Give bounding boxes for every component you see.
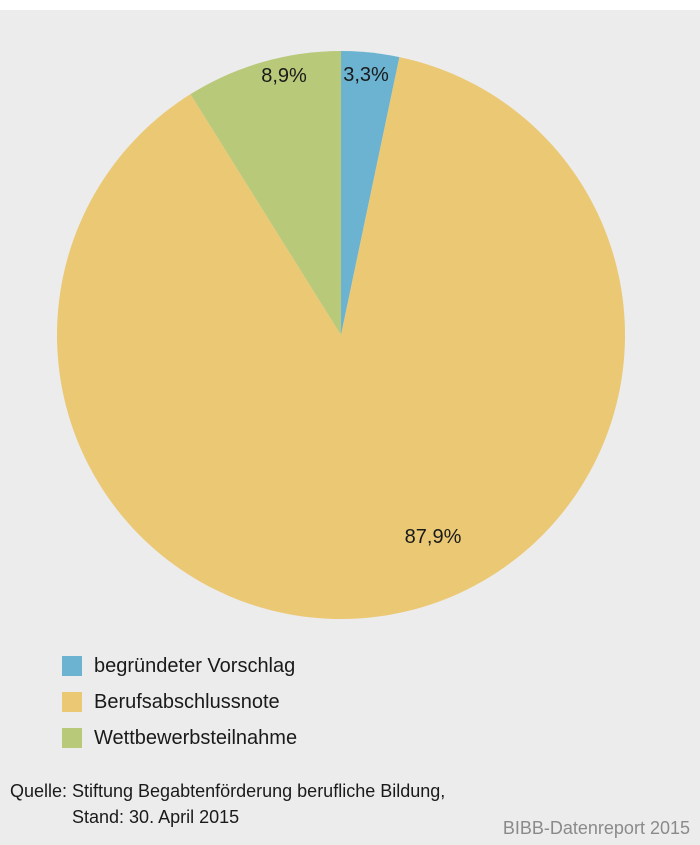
source-line-1: Stiftung Begabtenförderung berufliche Bi… [72,781,446,801]
legend-swatch [62,728,82,748]
legend-label: Berufsabschlussnote [94,690,280,713]
source-line-2: Stand: 30. April 2015 [72,807,240,827]
legend-item-berufsabschlussnote: Berufsabschlussnote [62,684,297,720]
pie-slice-1 [56,57,625,619]
legend-item-begruendeter-vorschlag: begründeter Vorschlag [62,648,297,684]
slice-data-label-1: 87,9% [405,526,462,548]
source-note: Quelle: Stiftung Begabtenförderung beruf… [10,778,445,830]
slice-data-label-2: 8,9% [261,65,307,87]
brand-footer: BIBB-Datenreport 2015 [502,818,690,838]
legend-label: begründeter Vorschlag [94,654,296,677]
pie-slice-2 [190,51,341,335]
legend-swatch [62,656,82,676]
legend: begründeter Vorschlag Berufsabschlussnot… [62,648,297,756]
pie-slice-0 [341,51,400,335]
legend-swatch [62,692,82,712]
slice-data-label-0: 3,3% [343,64,389,86]
legend-label: Wettbewerbsteilnahme [94,726,298,749]
pie-chart: 3,3% 87,9% 8,9% [56,51,625,619]
chart-panel: 3,3% 87,9% 8,9% begründeter Vorschlag Beru… [0,10,700,845]
source-label: Quelle: [10,781,68,801]
legend-item-wettbewerbsteilnahme: Wettbewerbsteilnahme [62,720,297,756]
